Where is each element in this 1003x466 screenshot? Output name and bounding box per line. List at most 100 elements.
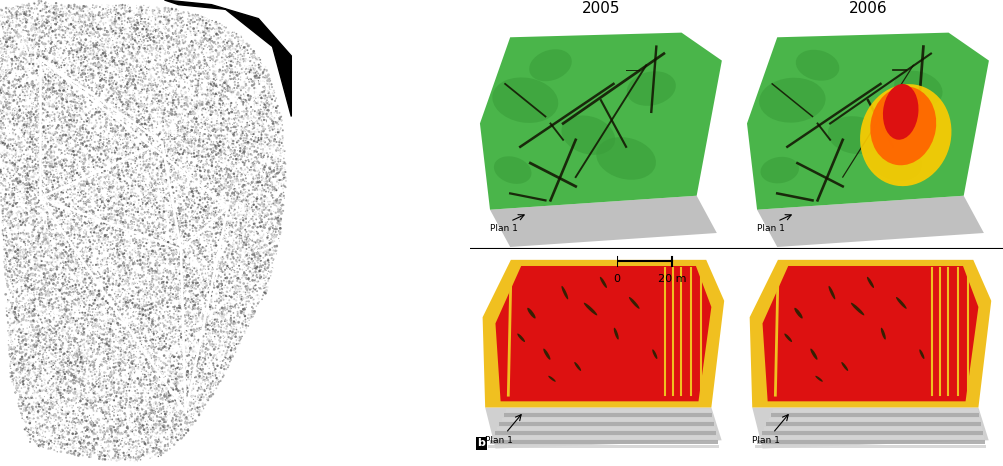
Point	[28, 262, 44, 269]
Point	[60, 345, 76, 352]
Point	[118, 151, 134, 158]
Point	[177, 364, 193, 372]
Point	[74, 245, 90, 252]
Point	[170, 411, 186, 418]
Point	[219, 264, 235, 272]
Point	[250, 126, 266, 133]
Point	[212, 92, 228, 100]
Point	[183, 378, 199, 385]
Point	[40, 291, 56, 299]
Point	[103, 215, 119, 223]
Point	[127, 271, 143, 279]
Point	[54, 122, 70, 130]
Point	[122, 302, 138, 310]
Point	[48, 424, 64, 432]
Point	[109, 380, 125, 387]
Point	[158, 55, 175, 62]
Point	[237, 212, 253, 220]
Point	[101, 137, 117, 145]
Point	[242, 227, 258, 235]
Point	[110, 263, 126, 270]
Point	[147, 135, 163, 143]
Point	[190, 180, 206, 187]
Point	[54, 344, 70, 351]
Point	[125, 14, 141, 22]
Point	[12, 78, 28, 86]
Point	[203, 302, 219, 309]
Point	[103, 26, 119, 33]
Point	[58, 27, 74, 35]
Point	[117, 211, 133, 219]
Point	[180, 322, 196, 330]
Point	[176, 288, 192, 295]
Point	[12, 210, 28, 217]
Point	[80, 243, 96, 251]
Point	[58, 54, 74, 62]
Point	[257, 247, 273, 255]
Point	[50, 409, 66, 417]
Point	[22, 122, 38, 130]
Point	[154, 221, 171, 228]
Point	[224, 151, 240, 158]
Point	[78, 230, 94, 238]
Point	[121, 87, 137, 95]
Point	[209, 47, 225, 55]
Point	[118, 429, 134, 436]
Point	[264, 207, 280, 214]
Point	[230, 302, 246, 309]
Point	[209, 126, 225, 133]
Point	[30, 140, 46, 147]
Point	[165, 325, 182, 332]
Point	[71, 100, 87, 107]
Point	[209, 353, 225, 361]
Point	[31, 443, 47, 450]
Point	[81, 433, 97, 441]
Point	[74, 134, 90, 141]
Point	[165, 48, 182, 55]
Point	[200, 54, 216, 61]
Point	[51, 208, 67, 216]
Point	[12, 334, 28, 341]
Point	[199, 253, 215, 260]
Point	[196, 340, 212, 348]
Point	[7, 388, 23, 396]
Point	[185, 292, 201, 300]
Point	[88, 322, 104, 329]
Point	[108, 178, 124, 186]
Point	[98, 96, 114, 104]
Point	[0, 20, 15, 27]
Point	[77, 30, 93, 38]
Point	[15, 168, 31, 176]
Point	[139, 340, 155, 347]
Point	[196, 253, 212, 260]
Point	[241, 42, 257, 50]
Point	[152, 34, 169, 41]
Point	[238, 85, 254, 92]
Point	[241, 227, 257, 234]
Point	[200, 79, 216, 87]
Point	[0, 181, 8, 189]
Point	[72, 222, 88, 230]
Point	[125, 427, 141, 434]
Point	[199, 62, 215, 69]
Point	[16, 150, 32, 157]
Point	[230, 52, 246, 59]
Point	[240, 279, 256, 287]
Point	[134, 426, 150, 434]
Point	[157, 423, 174, 431]
Point	[241, 254, 257, 261]
Point	[61, 444, 77, 452]
Point	[107, 377, 123, 384]
Point	[50, 391, 66, 399]
Point	[134, 181, 150, 188]
Point	[19, 277, 35, 284]
Point	[164, 290, 181, 298]
Point	[116, 237, 132, 245]
Point	[81, 147, 97, 155]
Point	[42, 254, 58, 262]
Point	[107, 29, 123, 37]
Point	[52, 353, 68, 360]
Point	[95, 235, 111, 243]
Point	[186, 281, 202, 289]
Point	[183, 216, 199, 223]
